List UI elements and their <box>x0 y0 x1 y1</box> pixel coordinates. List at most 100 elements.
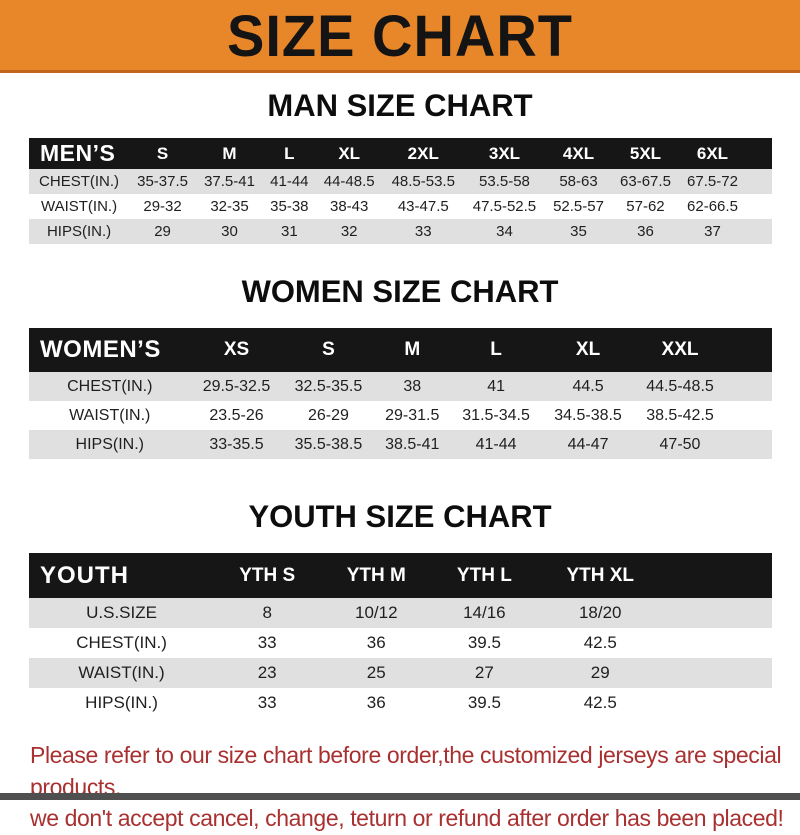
spacer-cell <box>746 138 772 169</box>
spacer-cell <box>746 194 772 219</box>
men-header-row: MEN’S S M L XL 2XL 3XL 4XL 5XL 6XL <box>29 138 772 169</box>
size-column-header: 2XL <box>382 138 464 169</box>
cell: 62-66.5 <box>678 194 746 219</box>
row-label: WAIST(IN.) <box>29 658 215 688</box>
cell: 44-47 <box>542 430 634 459</box>
cell: 27 <box>432 658 537 688</box>
men-section: MAN SIZE CHART MEN’S S M L XL 2XL 3XL 4X… <box>0 88 800 244</box>
cell: 36 <box>612 219 679 244</box>
cell: 36 <box>320 628 433 658</box>
cell: 36 <box>320 688 433 718</box>
size-column-header: YTH S <box>214 553 321 598</box>
cell: 44.5 <box>542 372 634 401</box>
cell: 38.5-42.5 <box>634 401 726 430</box>
row-label: HIPS(IN.) <box>29 688 215 718</box>
spacer-cell <box>746 169 772 194</box>
cell: 47.5-52.5 <box>463 194 546 219</box>
row-label: U.S.SIZE <box>29 598 215 628</box>
table-row: CHEST(IN.) 29.5-32.5 32.5-35.5 38 41 44.… <box>29 372 772 401</box>
cell: 29-31.5 <box>374 401 451 430</box>
size-column-header: S <box>282 328 375 372</box>
cell: 29 <box>536 658 664 688</box>
size-column-header: YTH L <box>432 553 537 598</box>
size-column-header: S <box>129 138 197 169</box>
cell: 58-63 <box>545 169 612 194</box>
row-label: WAIST(IN.) <box>29 194 130 219</box>
table-row: CHEST(IN.) 35-37.5 37.5-41 41-44 44-48.5… <box>29 169 772 194</box>
cell: 38 <box>374 372 451 401</box>
spacer-cell <box>726 372 772 401</box>
cell: 42.5 <box>536 628 664 658</box>
spacer-cell <box>664 553 772 598</box>
cell: 30 <box>196 219 263 244</box>
cell: 44.5-48.5 <box>634 372 726 401</box>
disclaimer-line-2: we don't accept cancel, change, teturn o… <box>30 805 784 832</box>
table-row: WAIST(IN.) 23 25 27 29 <box>29 658 772 688</box>
cell: 23.5-26 <box>190 401 283 430</box>
cell: 8 <box>214 598 321 628</box>
women-section-heading: WOMEN SIZE CHART <box>241 273 559 310</box>
cell: 53.5-58 <box>463 169 546 194</box>
cell: 33-35.5 <box>190 430 283 459</box>
cell: 29-32 <box>129 194 197 219</box>
cell: 29 <box>129 219 197 244</box>
cell: 67.5-72 <box>678 169 746 194</box>
youth-header-row: YOUTH YTH S YTH M YTH L YTH XL <box>29 553 772 598</box>
size-column-header: L <box>450 328 543 372</box>
cell: 39.5 <box>432 628 537 658</box>
row-label: CHEST(IN.) <box>29 628 215 658</box>
cell: 52.5-57 <box>545 194 612 219</box>
cell: 34 <box>463 219 546 244</box>
spacer-cell <box>664 598 772 628</box>
cell: 33 <box>214 688 321 718</box>
youth-section: YOUTH SIZE CHART YOUTH YTH S YTH M YTH L… <box>0 499 800 718</box>
youth-corner-label: YOUTH <box>29 553 215 598</box>
row-label: HIPS(IN.) <box>29 430 191 459</box>
cell: 32-35 <box>196 194 263 219</box>
women-size-table: WOMEN’S XS S M L XL XXL CHEST(IN.) 29.5-… <box>29 328 772 459</box>
size-column-header: 5XL <box>612 138 679 169</box>
cell: 35.5-38.5 <box>282 430 375 459</box>
size-column-header: XL <box>315 138 383 169</box>
women-header-row: WOMEN’S XS S M L XL XXL <box>29 328 772 372</box>
cell: 44-48.5 <box>315 169 383 194</box>
cell: 23 <box>214 658 321 688</box>
cell: 35-37.5 <box>129 169 197 194</box>
table-row: HIPS(IN.) 29 30 31 32 33 34 35 36 37 <box>29 219 772 244</box>
spacer-cell <box>746 219 772 244</box>
men-corner-label: MEN’S <box>29 138 130 169</box>
cell: 63-67.5 <box>612 169 679 194</box>
youth-size-table: YOUTH YTH S YTH M YTH L YTH XL U.S.SIZE … <box>29 553 772 718</box>
men-section-heading: MAN SIZE CHART <box>267 87 533 124</box>
size-column-header: 6XL <box>678 138 746 169</box>
size-column-header: YTH M <box>320 553 433 598</box>
cell: 33 <box>382 219 464 244</box>
row-label: WAIST(IN.) <box>29 401 191 430</box>
disclaimer-note: Please refer to our size chart before or… <box>30 740 800 835</box>
spacer-cell <box>726 328 772 372</box>
cell: 39.5 <box>432 688 537 718</box>
cell: 14/16 <box>432 598 537 628</box>
disclaimer-line-1: Please refer to our size chart before or… <box>30 742 782 800</box>
size-column-header: L <box>262 138 316 169</box>
bottom-border-bar <box>0 793 800 800</box>
cell: 37.5-41 <box>196 169 263 194</box>
cell: 41 <box>450 372 543 401</box>
table-row: WAIST(IN.) 23.5-26 26-29 29-31.5 31.5-34… <box>29 401 772 430</box>
spacer-cell <box>664 628 772 658</box>
cell: 25 <box>320 658 433 688</box>
spacer-cell <box>726 401 772 430</box>
row-label: CHEST(IN.) <box>29 372 191 401</box>
cell: 43-47.5 <box>382 194 464 219</box>
spacer-cell <box>664 688 772 718</box>
cell: 41-44 <box>262 169 316 194</box>
size-column-header: XXL <box>634 328 726 372</box>
spacer-cell <box>726 430 772 459</box>
spacer-cell <box>664 658 772 688</box>
cell: 33 <box>214 628 321 658</box>
cell: 35-38 <box>262 194 316 219</box>
table-row: CHEST(IN.) 33 36 39.5 42.5 <box>29 628 772 658</box>
size-column-header: M <box>374 328 451 372</box>
cell: 38.5-41 <box>374 430 451 459</box>
